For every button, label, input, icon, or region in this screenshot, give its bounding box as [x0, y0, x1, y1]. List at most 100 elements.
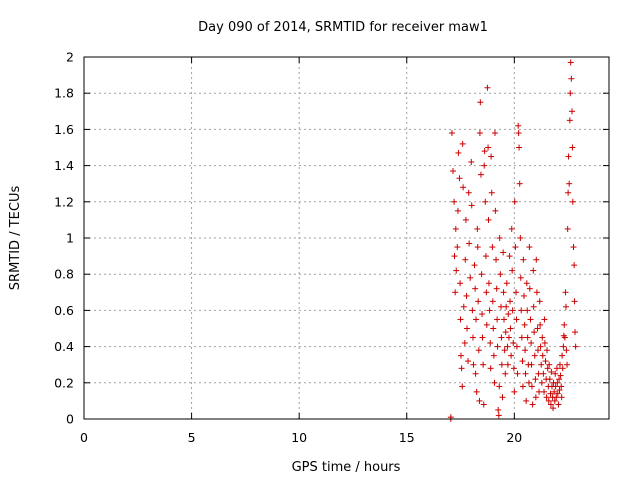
data-point	[463, 292, 470, 299]
data-point	[523, 280, 530, 287]
x-axis-label: GPS time / hours	[292, 460, 401, 475]
data-point	[510, 365, 517, 372]
data-point	[528, 339, 535, 346]
data-point	[486, 307, 493, 314]
data-point	[495, 412, 502, 419]
data-point	[473, 388, 480, 395]
data-point	[563, 347, 570, 354]
data-point	[533, 256, 540, 263]
data-point	[478, 271, 485, 278]
data-point	[558, 394, 565, 401]
data-point	[521, 292, 528, 299]
data-point	[468, 202, 475, 209]
data-point	[457, 352, 464, 359]
data-point	[477, 171, 484, 178]
data-point	[513, 289, 520, 296]
data-point	[509, 267, 516, 274]
data-point	[457, 280, 464, 287]
data-point	[539, 352, 546, 359]
data-points	[447, 59, 579, 422]
data-point	[517, 274, 524, 281]
data-point	[541, 388, 548, 395]
data-point	[488, 189, 495, 196]
data-point	[502, 329, 509, 336]
y-tick-label: 1.8	[54, 86, 74, 101]
data-point	[513, 316, 520, 323]
data-point	[568, 75, 575, 82]
data-point	[561, 321, 568, 328]
data-point	[500, 249, 507, 256]
data-point	[531, 352, 538, 359]
data-point	[564, 361, 571, 368]
data-point	[458, 365, 465, 372]
data-point	[451, 198, 458, 205]
data-point	[481, 162, 488, 169]
y-tick-label: 1.6	[54, 122, 74, 137]
data-point	[502, 370, 509, 377]
data-point	[463, 325, 470, 332]
data-point	[505, 334, 512, 341]
x-tick-label: 5	[188, 430, 196, 445]
data-point	[515, 122, 522, 129]
data-point	[557, 372, 564, 379]
data-point	[516, 144, 523, 151]
data-point	[490, 352, 497, 359]
data-point	[551, 388, 558, 395]
data-point	[461, 339, 468, 346]
y-tick-label: 2	[66, 50, 74, 65]
data-point	[509, 307, 516, 314]
y-tick-label: 0	[66, 412, 74, 427]
data-point	[462, 256, 469, 263]
data-point	[492, 207, 499, 214]
data-point	[531, 329, 538, 336]
data-point	[514, 370, 521, 377]
data-point	[454, 207, 461, 214]
data-point	[569, 144, 576, 151]
data-point	[538, 379, 545, 386]
data-point	[537, 321, 544, 328]
data-point	[534, 325, 541, 332]
data-point	[465, 189, 472, 196]
data-point	[498, 361, 505, 368]
data-point	[477, 99, 484, 106]
data-point	[524, 307, 531, 314]
data-point	[541, 316, 548, 323]
data-point	[538, 361, 545, 368]
data-point	[530, 267, 537, 274]
data-point	[487, 339, 494, 346]
data-point	[552, 383, 559, 390]
data-point	[569, 198, 576, 205]
data-point	[524, 334, 531, 341]
data-point	[556, 376, 563, 383]
data-point	[541, 339, 548, 346]
data-point	[465, 358, 472, 365]
data-point	[532, 394, 539, 401]
data-point	[466, 240, 473, 247]
data-point	[454, 244, 461, 251]
data-point	[568, 108, 575, 115]
data-point	[526, 244, 533, 251]
data-point	[455, 149, 462, 156]
y-tick-label: 1	[66, 231, 74, 246]
data-point	[556, 387, 563, 394]
data-point	[499, 394, 506, 401]
data-point	[562, 303, 569, 310]
data-point	[508, 225, 515, 232]
data-point	[546, 376, 553, 383]
y-tick-label: 1.2	[54, 194, 74, 209]
data-point	[537, 343, 544, 350]
data-point	[511, 388, 518, 395]
data-point	[516, 180, 523, 187]
data-point	[485, 144, 492, 151]
data-point	[475, 347, 482, 354]
data-point	[485, 216, 492, 223]
y-tick-label: 1.4	[54, 158, 74, 173]
data-point	[546, 361, 553, 368]
data-point	[489, 298, 496, 305]
data-point	[482, 198, 489, 205]
data-point	[504, 361, 511, 368]
x-tick-label: 15	[399, 430, 415, 445]
data-point	[553, 394, 560, 401]
data-point	[517, 235, 524, 241]
data-point	[512, 244, 519, 251]
